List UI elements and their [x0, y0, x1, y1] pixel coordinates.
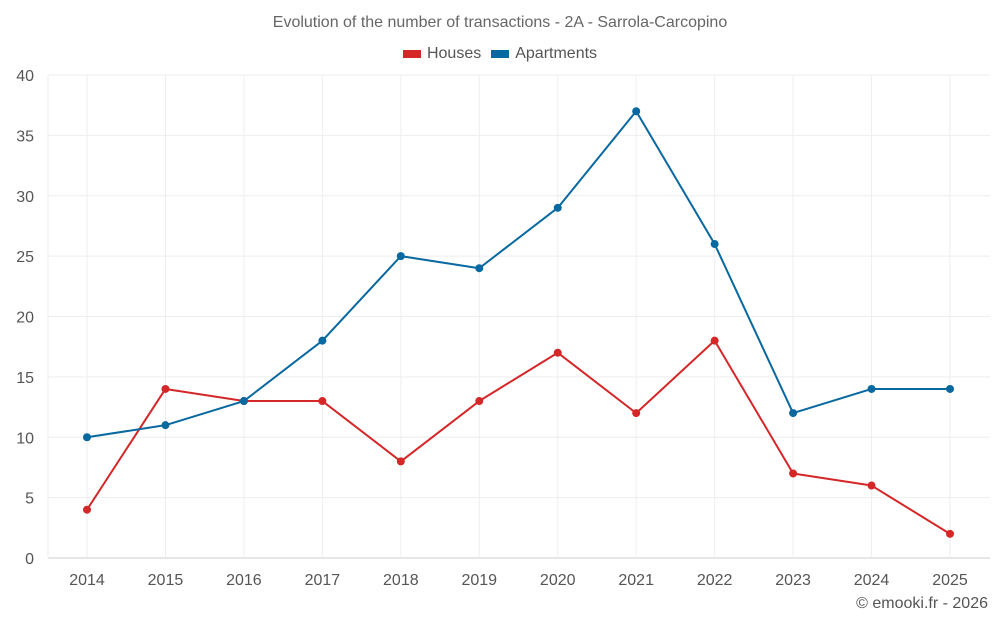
y-tick-label: 10 — [16, 430, 34, 447]
x-tick-label: 2018 — [383, 572, 419, 589]
x-tick-label: 2021 — [618, 572, 654, 589]
data-point-apartments — [553, 203, 562, 212]
y-tick-label: 0 — [25, 551, 34, 568]
x-tick-label: 2023 — [775, 572, 811, 589]
legend-item-apartments[interactable]: Apartments — [491, 45, 597, 63]
data-point-apartments — [632, 107, 641, 116]
data-point-houses — [632, 409, 641, 418]
series-line-apartments — [86, 110, 950, 439]
data-point-apartments — [475, 264, 484, 273]
x-tick-label: 2016 — [226, 572, 262, 589]
data-point-apartments — [396, 252, 405, 261]
data-point-apartments — [789, 409, 798, 418]
data-point-houses — [475, 397, 484, 406]
x-tick-label: 2022 — [697, 572, 733, 589]
data-point-houses — [396, 457, 405, 466]
x-tick-label: 2017 — [305, 572, 341, 589]
legend-swatch-apartments — [491, 50, 510, 58]
x-tick-label: 2019 — [461, 572, 497, 589]
data-point-apartments — [710, 240, 719, 249]
data-point-apartments — [318, 336, 327, 345]
x-tick-label: 2024 — [854, 572, 890, 589]
data-point-houses — [318, 397, 327, 406]
x-tick-label: 2014 — [69, 572, 105, 589]
y-tick-label: 35 — [16, 128, 34, 145]
chart-title: Evolution of the number of transactions … — [272, 14, 728, 31]
series-line-houses — [86, 339, 951, 535]
y-tick-label: 20 — [16, 310, 34, 327]
x-tick-label: 2025 — [932, 572, 968, 589]
data-point-houses — [789, 469, 798, 478]
legend-label-apartments: Apartments — [515, 45, 598, 62]
data-point-houses — [83, 505, 91, 514]
data-point-houses — [946, 529, 954, 538]
y-tick-label: 25 — [16, 249, 34, 266]
x-tick-label: 2020 — [540, 572, 576, 589]
data-point-houses — [710, 336, 719, 345]
legend-swatch-houses — [402, 50, 421, 58]
y-tick-label: 15 — [16, 370, 34, 387]
legend-item-houses[interactable]: Houses — [402, 45, 482, 63]
legend-label-houses: Houses — [426, 45, 482, 62]
y-tick-label: 30 — [16, 189, 34, 206]
data-point-apartments — [239, 397, 248, 406]
data-point-apartments — [161, 421, 170, 430]
legend: Houses Apartments — [0, 45, 1000, 63]
y-tick-label: 40 — [16, 68, 34, 85]
data-point-apartments — [946, 384, 954, 393]
data-point-houses — [867, 481, 876, 490]
data-point-apartments — [83, 433, 91, 442]
x-tick-label: 2015 — [148, 572, 184, 589]
y-tick-label: 5 — [25, 491, 34, 508]
copyright-footer: © emooki.fr - 2026 — [856, 595, 988, 612]
data-point-houses — [161, 384, 170, 393]
data-point-apartments — [867, 384, 876, 393]
data-point-houses — [553, 348, 562, 357]
